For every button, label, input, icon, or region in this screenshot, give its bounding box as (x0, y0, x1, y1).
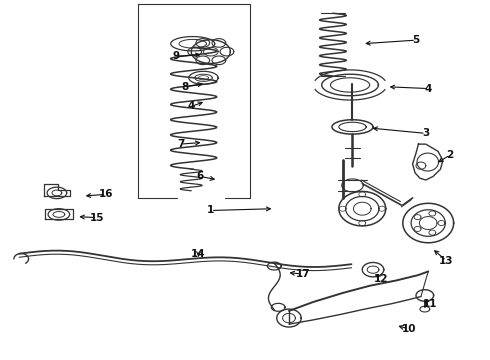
Text: 1: 1 (207, 206, 215, 216)
Text: 7: 7 (177, 139, 184, 149)
Text: 17: 17 (295, 269, 310, 279)
Text: 4: 4 (188, 102, 195, 112)
Text: 6: 6 (196, 171, 204, 181)
Text: 4: 4 (424, 84, 432, 94)
Text: 2: 2 (446, 150, 454, 160)
Text: 15: 15 (90, 213, 105, 222)
Text: 12: 12 (373, 274, 388, 284)
Text: 16: 16 (98, 189, 113, 199)
Text: 5: 5 (413, 35, 419, 45)
Text: 10: 10 (401, 324, 416, 334)
Text: 8: 8 (182, 82, 189, 92)
Text: 3: 3 (422, 129, 429, 138)
Text: 11: 11 (422, 299, 437, 309)
Text: 13: 13 (439, 256, 454, 266)
Text: 9: 9 (172, 51, 179, 61)
Text: 14: 14 (191, 248, 206, 258)
